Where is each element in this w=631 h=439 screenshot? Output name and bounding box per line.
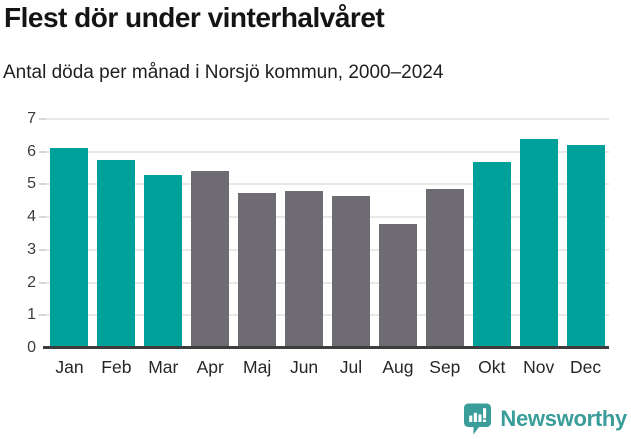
- x-tick-label-mar: Mar: [148, 357, 179, 377]
- x-tick-label-okt: Okt: [478, 357, 506, 377]
- brand-footer: Newsworthy: [463, 402, 627, 436]
- bar-slot-mar: [140, 119, 187, 348]
- x-axis-line: [43, 346, 609, 349]
- y-tick-label: 6: [27, 142, 36, 160]
- y-tick: [39, 281, 46, 284]
- y-tick: [39, 118, 46, 120]
- y-tick: [39, 150, 46, 153]
- y-tick-label: 2: [27, 273, 36, 291]
- x-tick-label-maj: Maj: [243, 357, 272, 377]
- gridline-y3: [46, 248, 609, 251]
- bar-slot-apr: [187, 119, 234, 348]
- x-tick-label-jun: Jun: [289, 357, 319, 377]
- bar-maj: [238, 192, 277, 348]
- bar-feb: [97, 159, 136, 348]
- page-title: Flest dör under vinterhalvåret: [4, 2, 385, 33]
- y-tick-label: 1: [27, 306, 36, 324]
- bar-nov: [519, 138, 558, 348]
- gridline-y5: [46, 183, 609, 186]
- x-tick-label-jan: Jan: [55, 357, 84, 377]
- bar-mar: [144, 174, 183, 348]
- bar-sep: [425, 189, 464, 348]
- x-tick-label-sep: Sep: [429, 357, 461, 377]
- y-axis-labels: 0 1 2 3 4 5 6 7: [0, 110, 36, 356]
- bar-okt: [472, 161, 511, 348]
- gridline-y1: [46, 314, 609, 317]
- bar-slot-nov: [515, 119, 562, 348]
- gridline-y2: [46, 281, 609, 284]
- y-tick-label: 0: [27, 339, 36, 356]
- y-tick: [39, 183, 46, 186]
- bar-aug: [378, 223, 417, 348]
- bar-slot-feb: [93, 119, 140, 348]
- bar-jul: [331, 195, 370, 348]
- y-tick: [39, 248, 46, 251]
- y-tick-label: 4: [27, 208, 36, 226]
- x-axis-labels: Jan Feb Mar Apr Maj Jun Jul Aug Sep Okt Nov Dec: [46, 357, 609, 378]
- chart-subtitle: Antal döda per månad i Norsjö kommun, 20…: [3, 62, 444, 83]
- x-tick-label-feb: Feb: [101, 357, 132, 377]
- bar-jun: [285, 190, 324, 348]
- gridline-y4: [46, 216, 609, 219]
- plot-area: [39, 118, 609, 349]
- bar-slot-aug: [374, 119, 421, 348]
- y-tick: [39, 216, 46, 219]
- bar-apr: [191, 171, 230, 348]
- gridline-y6: [46, 150, 609, 153]
- x-tick-label-dec: Dec: [570, 357, 602, 377]
- gridline-y7: [46, 118, 609, 120]
- bar-series: [46, 119, 609, 348]
- bar-slot-okt: [468, 119, 515, 348]
- x-tick-label-jul: Jul: [339, 357, 363, 377]
- newsworthy-logo-icon: [463, 402, 492, 436]
- x-tick-label-aug: Aug: [382, 357, 414, 377]
- y-tick-label: 7: [27, 110, 36, 127]
- bar-slot-dec: [562, 119, 609, 348]
- bar-slot-jan: [46, 119, 93, 348]
- bar-slot-sep: [421, 119, 468, 348]
- bar-dec: [566, 145, 605, 348]
- bar-jan: [50, 148, 89, 348]
- y-tick-label: 5: [27, 175, 36, 193]
- bar-slot-jul: [328, 119, 375, 348]
- brand-name: Newsworthy: [500, 406, 627, 431]
- x-tick-label-nov: Nov: [523, 357, 555, 377]
- bar-slot-jun: [281, 119, 328, 348]
- bar-slot-maj: [234, 119, 281, 348]
- y-tick: [39, 314, 46, 317]
- y-tick-label: 3: [27, 240, 36, 258]
- x-tick-label-apr: Apr: [196, 357, 224, 377]
